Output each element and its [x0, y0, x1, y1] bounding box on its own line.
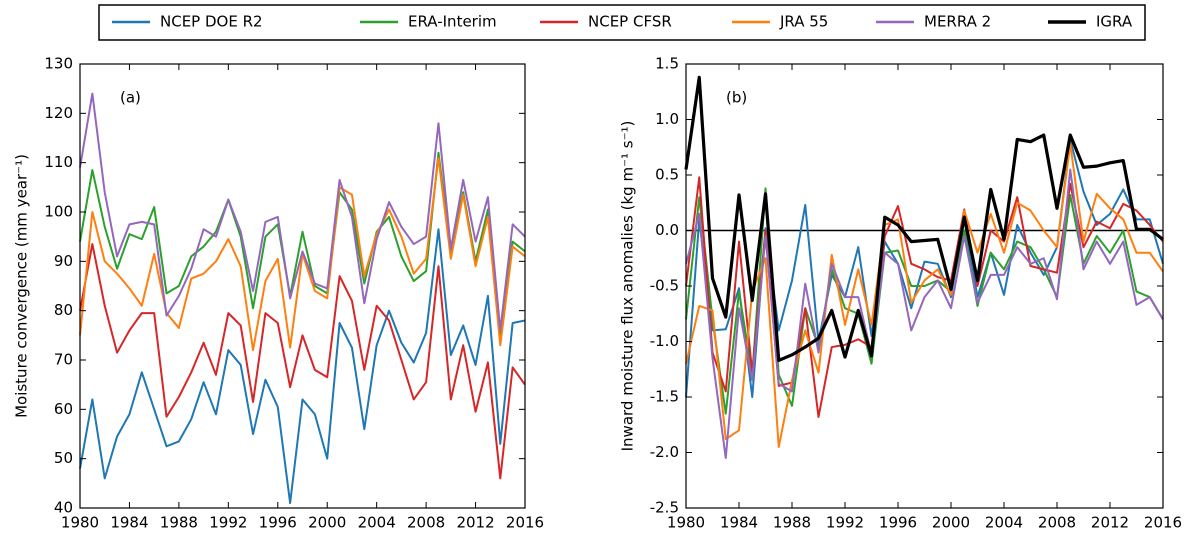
legend-label: NCEP DOE R2: [160, 13, 263, 31]
x-tick-label: 2012: [1091, 514, 1129, 532]
x-tick-label: 1996: [259, 514, 297, 532]
y-tick-label: 0.5: [655, 166, 679, 184]
x-tick-label: 1984: [720, 514, 758, 532]
panel-label: (a): [120, 89, 141, 107]
y-tick-label: 70: [54, 351, 73, 369]
plot-frame: [79, 63, 526, 509]
x-tick-label: 2000: [932, 514, 970, 532]
y-tick-label: 60: [54, 400, 73, 418]
y-tick-label: 40: [54, 499, 73, 517]
y-tick-label: 50: [54, 449, 73, 467]
x-tick-label: 1992: [826, 514, 864, 532]
series-line: [685, 168, 1164, 460]
series-line: [685, 187, 1164, 415]
y-tick-label: 110: [44, 153, 73, 171]
legend-label: NCEP CFSR: [588, 13, 672, 31]
x-tick-label: 1980: [667, 514, 705, 532]
y-tick-label: -1.5: [650, 388, 679, 406]
y-tick-label: 1.0: [655, 110, 679, 128]
y-tick-label: -2.0: [650, 443, 679, 461]
x-tick-label: 2000: [308, 514, 346, 532]
y-tick-label: 90: [54, 252, 73, 270]
x-tick-label: 2008: [407, 514, 445, 532]
y-tick-label: 120: [44, 104, 73, 122]
x-tick-label: 1980: [61, 514, 99, 532]
series-line: [79, 243, 526, 480]
y-tick-label: 100: [44, 203, 73, 221]
y-axis-label: Inward moisture flux anomalies (kg m⁻¹ s…: [619, 121, 637, 452]
x-tick-label: 2004: [985, 514, 1023, 532]
x-tick-label: 2016: [1144, 514, 1182, 532]
panel-label: (b): [726, 89, 747, 107]
x-tick-label: 1984: [110, 514, 148, 532]
y-tick-label: -0.5: [650, 277, 679, 295]
series-line: [79, 151, 526, 337]
y-tick-label: 80: [54, 301, 73, 319]
y-tick-label: 1.5: [655, 55, 679, 73]
legend-label: ERA-Interim: [408, 13, 497, 31]
series-line: [79, 228, 526, 505]
y-axis-label: Moisture convergence (mm year⁻¹): [13, 154, 31, 418]
legend-label: IGRA: [1096, 13, 1133, 31]
y-tick-label: -2.5: [650, 499, 679, 517]
x-tick-label: 2008: [1038, 514, 1076, 532]
x-tick-label: 2016: [506, 514, 544, 532]
x-tick-label: 1988: [160, 514, 198, 532]
x-tick-label: 1988: [773, 514, 811, 532]
x-tick-label: 2004: [358, 514, 396, 532]
series-line: [684, 75, 1164, 362]
legend-label: MERRA 2: [924, 13, 991, 31]
legend-box: [98, 4, 1146, 41]
legend-label: JRA 55: [779, 13, 828, 31]
series-line: [685, 142, 1164, 448]
series-line: [685, 138, 1164, 398]
x-tick-label: 1992: [209, 514, 247, 532]
x-tick-label: 2012: [456, 514, 494, 532]
x-tick-label: 1996: [879, 514, 917, 532]
series-line: [79, 92, 526, 332]
y-tick-label: 0.0: [655, 221, 679, 239]
y-tick-label: -1.0: [650, 332, 679, 350]
y-tick-label: 130: [44, 55, 73, 73]
series-line: [685, 176, 1164, 418]
